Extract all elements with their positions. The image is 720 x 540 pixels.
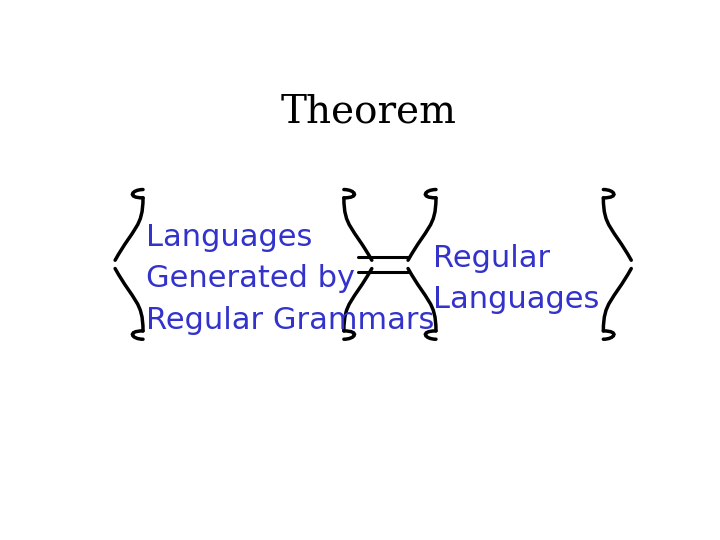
Text: Generated by: Generated by	[145, 265, 355, 293]
Text: Languages: Languages	[433, 285, 600, 314]
Text: Theorem: Theorem	[281, 94, 457, 131]
Text: Regular Grammars: Regular Grammars	[145, 306, 434, 335]
Text: Languages: Languages	[145, 223, 312, 252]
Text: Regular: Regular	[433, 244, 550, 273]
